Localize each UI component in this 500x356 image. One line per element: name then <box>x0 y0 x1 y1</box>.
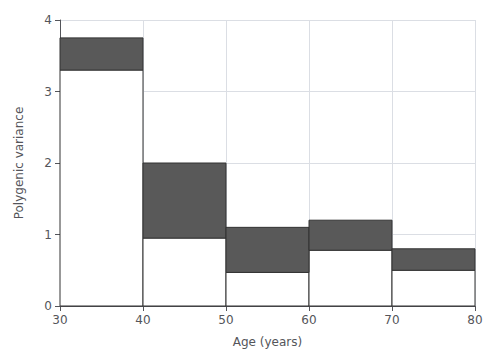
svg-text:40: 40 <box>135 313 150 327</box>
svg-text:3: 3 <box>44 85 52 99</box>
svg-text:0: 0 <box>44 299 52 313</box>
svg-text:70: 70 <box>384 313 399 327</box>
svg-text:50: 50 <box>218 313 233 327</box>
svg-text:1: 1 <box>44 228 52 242</box>
svg-text:4: 4 <box>44 13 52 27</box>
svg-text:Age (years): Age (years) <box>233 335 302 349</box>
svg-text:60: 60 <box>301 313 316 327</box>
svg-text:Polygenic variance: Polygenic variance <box>12 107 26 220</box>
svg-text:2: 2 <box>44 156 52 170</box>
svg-text:80: 80 <box>467 313 482 327</box>
svg-text:30: 30 <box>52 313 67 327</box>
